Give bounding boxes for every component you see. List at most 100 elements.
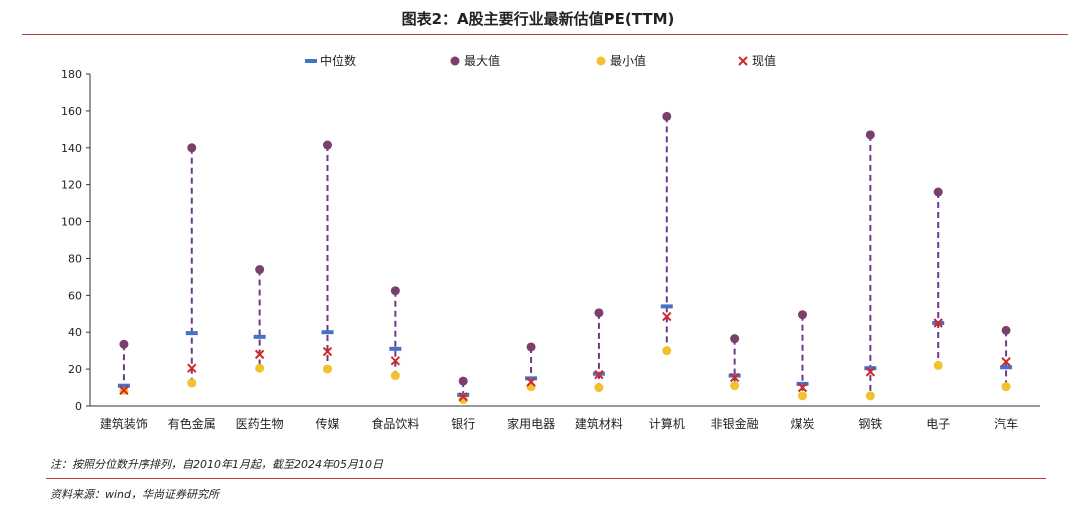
legend-median-swatch [305, 59, 317, 63]
y-tick-label: 80 [68, 252, 82, 265]
median-point [321, 330, 334, 335]
current-point [390, 356, 401, 366]
x-category-label: 非银金融 [711, 416, 759, 431]
x-axis: 建筑装饰 有色金属 医药生物 传媒 食品饮料 银行 家用电器 建筑材料 计算机 非银金融 煤炭 钢铁 电… [90, 405, 1040, 431]
min-point [1001, 382, 1011, 392]
y-tick-label: 160 [61, 105, 82, 118]
legend-item: 现值 [738, 53, 776, 68]
min-point [933, 360, 943, 370]
max-point [255, 265, 265, 275]
max-point [730, 334, 740, 344]
median-point [117, 383, 130, 388]
median-point [660, 304, 673, 309]
legend-item: 最大值 [450, 53, 500, 68]
current-point [797, 382, 808, 393]
min-point [662, 346, 672, 356]
max-point [323, 140, 332, 150]
current-point-stroke [322, 346, 333, 357]
legend-label: 最大值 [464, 53, 500, 68]
current-point-stroke [390, 356, 401, 366]
legend-circle-swatch [596, 56, 606, 66]
x-category-label: 食品饮料 [371, 416, 419, 431]
bottom-divider [46, 478, 1046, 479]
current-point [119, 385, 129, 396]
max-point [933, 187, 943, 197]
current-point [526, 377, 536, 387]
x-category-label: 传媒 [315, 416, 339, 431]
y-axis: 0 20 40 60 80 100 120 140 160 180 [61, 68, 91, 413]
max-point [865, 130, 875, 140]
median-point [457, 392, 470, 397]
legend: 中位数 最大值 最小值 现值 [305, 53, 776, 68]
min-point [458, 395, 468, 405]
legend-x-swatch [738, 56, 748, 66]
x-category-label: 计算机 [649, 416, 685, 431]
min-point [323, 364, 332, 374]
current-point [594, 369, 604, 380]
current-point [662, 311, 672, 322]
median-point [728, 373, 741, 378]
y-tick-label: 140 [61, 142, 82, 155]
median-point [525, 376, 538, 381]
x-category-label: 钢铁 [858, 417, 882, 431]
current-point-stroke [119, 385, 129, 396]
min-point [730, 381, 740, 391]
y-tick-label: 120 [61, 179, 82, 192]
max-point [119, 339, 129, 349]
max-point [458, 376, 468, 386]
y-tick-label: 20 [68, 363, 82, 376]
y-tick-label: 180 [61, 68, 82, 81]
median-point [389, 346, 402, 351]
max-point [662, 111, 672, 121]
legend-item: 中位数 [305, 53, 356, 68]
legend-item: 最小值 [596, 53, 646, 68]
median-point [253, 334, 266, 339]
current-point [187, 363, 197, 373]
min-point [594, 383, 604, 393]
legend-circle-swatch [450, 56, 460, 66]
y-tick-label: 40 [68, 326, 82, 339]
current-point-stroke [865, 367, 876, 377]
current-point [865, 367, 876, 377]
min-point [798, 391, 807, 401]
y-tick-label: 100 [61, 216, 82, 229]
median-point [185, 331, 198, 336]
median-point [864, 366, 877, 371]
current-point [933, 318, 943, 328]
x-category-label: 汽车 [994, 416, 1018, 431]
max-point [798, 310, 807, 320]
max-point [1001, 325, 1011, 335]
legend-label: 最小值 [610, 53, 646, 68]
current-point [729, 372, 740, 383]
current-point-stroke [729, 372, 740, 383]
min-point [187, 378, 197, 388]
x-category-label: 医药生物 [236, 417, 284, 431]
current-point-stroke [933, 318, 943, 328]
current-point-stroke [797, 382, 808, 393]
chart-title: 图表2：A股主要行业最新估值PE(TTM) [401, 10, 675, 28]
x-category-label: 银行 [451, 417, 475, 431]
current-point-stroke [1001, 357, 1011, 367]
max-point [526, 342, 536, 352]
x-category-label: 建筑材料 [575, 416, 623, 431]
x-category-label: 家用电器 [507, 416, 555, 431]
current-point-stroke [458, 392, 468, 402]
min-point [390, 371, 400, 381]
source-note: 资料来源：wind，华尚证券研究所 [50, 488, 220, 501]
current-point [254, 349, 265, 360]
max-point [187, 143, 197, 153]
x-category-label: 建筑装饰 [100, 416, 148, 431]
current-point [322, 346, 333, 357]
legend-label: 中位数 [320, 53, 356, 68]
median-point [796, 381, 809, 386]
min-point [865, 391, 875, 401]
top-divider [22, 34, 1068, 35]
min-point [255, 363, 265, 373]
current-point-stroke [254, 349, 265, 360]
current-point-stroke [526, 377, 536, 387]
current-point [458, 392, 468, 402]
current-point-stroke [594, 369, 604, 380]
x-category-label: 煤炭 [790, 417, 814, 431]
legend-label: 现值 [752, 53, 776, 68]
x-category-label: 电子 [926, 417, 950, 431]
